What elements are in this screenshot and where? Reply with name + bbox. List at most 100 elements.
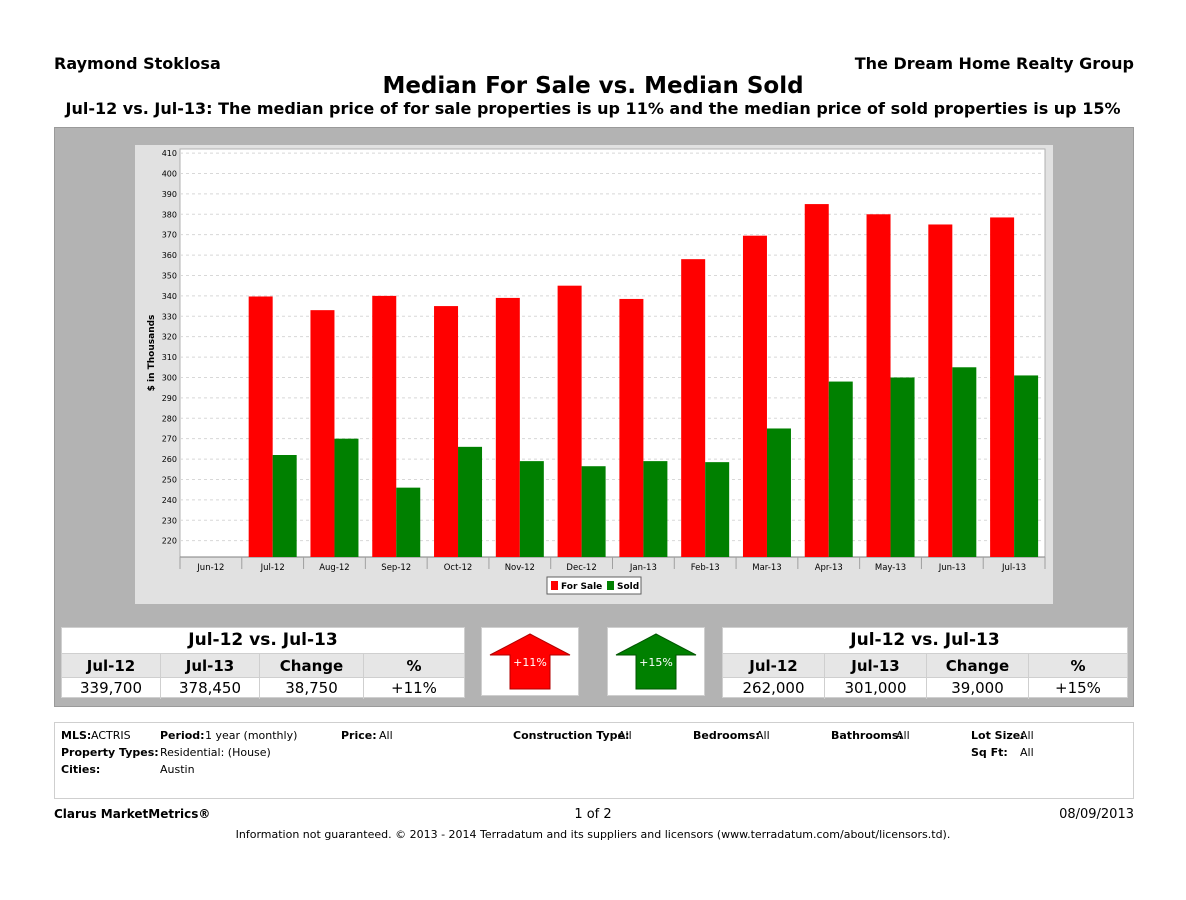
sold-header-change: Change [927, 654, 1029, 677]
sold-bar [766, 428, 791, 557]
sold-bar [396, 487, 421, 557]
disclaimer-note: Information not guaranteed. © 2013 - 201… [235, 828, 951, 841]
for-sale-bar [866, 214, 891, 557]
x-tick-label: Jul-12 [260, 563, 285, 573]
sold-bar [890, 377, 915, 557]
y-tick-label: 310 [162, 353, 177, 362]
sq-ft-value: All [1020, 746, 1034, 759]
x-tick-label: Sep-12 [381, 563, 411, 573]
x-tick-label: Dec-12 [566, 563, 596, 573]
for-sale-value-percent: +11% [391, 679, 437, 697]
for-sale-stats-title: Jul-12 vs. Jul-13 [188, 630, 338, 650]
mls-label: MLS: [61, 729, 92, 742]
sold-stats-title: Jul-12 vs. Jul-13 [850, 630, 1000, 650]
sold-bar [334, 438, 359, 557]
price-label: Price: [341, 729, 377, 742]
legend-swatch [551, 581, 558, 590]
x-tick-label: Apr-13 [815, 563, 843, 573]
report-date: 08/09/2013 [1059, 807, 1134, 822]
for-sale-bar [742, 235, 767, 557]
chart-legend [546, 576, 642, 595]
for-sale-up-arrow [489, 633, 571, 690]
y-tick-label: 400 [162, 169, 177, 178]
for-sale-arrow-box: +11% [481, 627, 579, 696]
bathrooms-label: Bathrooms: [831, 729, 903, 742]
for-sale-arrow-label: +11% [513, 656, 547, 669]
report-title: Median For Sale vs. Median Sold [382, 73, 804, 99]
bedrooms-label: Bedrooms: [693, 729, 760, 742]
construction-type-value: All [618, 729, 632, 742]
sold-header-jul13: Jul-13 [825, 654, 927, 677]
sold-bar [1014, 375, 1039, 557]
legend-label: Sold [617, 582, 639, 592]
sold-arrow-box: +15% [607, 627, 705, 696]
sq-ft-label: Sq Ft: [971, 746, 1008, 759]
y-tick-label: 360 [162, 251, 177, 260]
for-sale-stats-header: Jul-12 Jul-13 Change % [62, 653, 464, 678]
sold-header-jul12: Jul-12 [723, 654, 825, 677]
x-tick-label: Feb-13 [691, 563, 720, 573]
for-sale-bar [619, 298, 644, 557]
sold-bar [828, 381, 853, 557]
construction-type-label: Construction Type: [513, 729, 630, 742]
for-sale-bar [557, 285, 582, 557]
lot-size-value: All [1020, 729, 1034, 742]
sold-bar [458, 446, 483, 557]
y-tick-label: 250 [162, 475, 177, 484]
y-axis-label: $ in Thousands [147, 315, 157, 392]
for-sale-bar [804, 204, 829, 557]
footer-brand: Clarus MarketMetrics® [54, 807, 211, 821]
sold-value-percent: +15% [1055, 679, 1101, 697]
for-sale-header-jul12: Jul-12 [62, 654, 161, 677]
bedrooms-value: All [756, 729, 770, 742]
report-subtitle: Jul-12 vs. Jul-13: The median price of f… [65, 99, 1121, 118]
for-sale-bar [434, 306, 459, 557]
y-tick-label: 280 [162, 414, 177, 423]
y-tick-label: 350 [162, 271, 177, 280]
x-tick-label: May-13 [875, 563, 906, 573]
y-tick-label: 370 [162, 231, 177, 240]
y-tick-label: 320 [162, 333, 177, 342]
sold-stats-header: Jul-12 Jul-13 Change % [723, 653, 1127, 678]
up-arrow-icon: +15% [615, 633, 697, 690]
y-tick-label: 290 [162, 394, 177, 403]
legend-label: For Sale [561, 582, 602, 592]
y-tick-label: 410 [162, 149, 177, 158]
y-tick-label: 300 [162, 373, 177, 382]
page-indicator: 1 of 2 [574, 807, 612, 822]
cities-value: Austin [160, 763, 195, 776]
y-tick-label: 330 [162, 312, 177, 321]
property-types-label: Property Types: [61, 746, 159, 759]
x-tick-label: Aug-12 [319, 563, 349, 573]
sold-bar [952, 367, 977, 557]
median-price-chart: 220 230 240 250 260 270 280 290 300 310 320 330 340 3… [147, 148, 1046, 595]
cities-label: Cities: [61, 763, 101, 776]
for-sale-stats-values: 339,700 378,450 38,750 +11% [62, 677, 464, 699]
y-tick-label: 380 [162, 210, 177, 219]
price-value: All [379, 729, 393, 742]
for-sale-header-percent: % [406, 656, 422, 675]
y-tick-label: 260 [162, 455, 177, 464]
period-value: 1 year (monthly) [205, 729, 298, 742]
sold-bar [643, 461, 668, 557]
y-tick-label: 390 [162, 190, 177, 199]
sold-stats-table: Jul-12 vs. Jul-13 Jul-12 Jul-13 Change %… [722, 627, 1128, 699]
sold-header-percent: % [1070, 656, 1086, 675]
up-arrow-icon: +11% [489, 633, 571, 690]
agent-name: Raymond Stoklosa [54, 54, 221, 73]
sold-bar [705, 462, 730, 557]
y-tick-label: 340 [162, 292, 177, 301]
for-sale-value-change: 38,750 [260, 677, 364, 699]
for-sale-bar [372, 295, 397, 557]
for-sale-stats-table: Jul-12 vs. Jul-13 Jul-12 Jul-13 Change %… [61, 627, 465, 699]
for-sale-bar [310, 310, 335, 557]
search-criteria-box: MLS: ACTRIS Period: 1 year (monthly) Pri… [54, 722, 1134, 799]
sold-bar [581, 466, 606, 557]
for-sale-header-jul13: Jul-13 [161, 654, 260, 677]
y-tick-label: 270 [162, 435, 177, 444]
plot-area [179, 148, 1046, 558]
x-tick-label: Jun-12 [196, 563, 224, 573]
for-sale-value-jul12: 339,700 [62, 677, 161, 699]
for-sale-header-change: Change [260, 654, 364, 677]
period-label: Period: [160, 729, 205, 742]
